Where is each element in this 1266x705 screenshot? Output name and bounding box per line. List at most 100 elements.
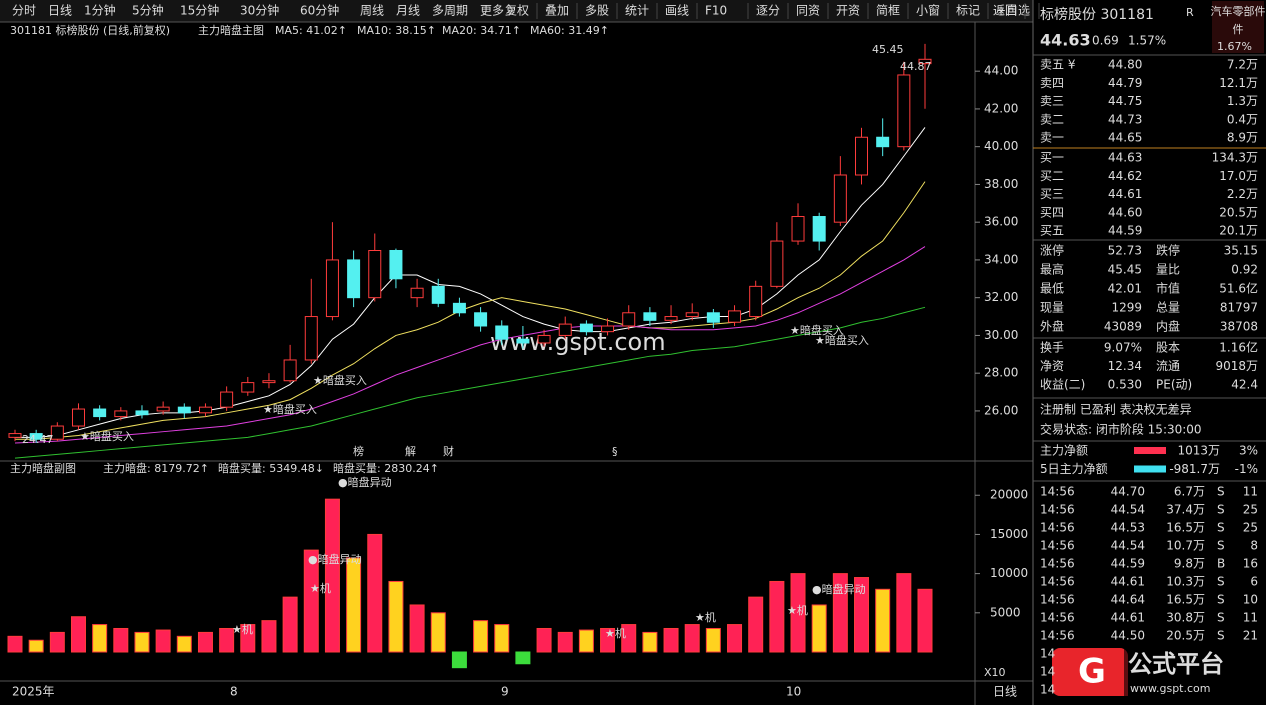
toolbar-button[interactable]: 开资 bbox=[836, 4, 860, 18]
stat-label: 换手 bbox=[1040, 341, 1064, 355]
toolbar-button[interactable]: 小窗 bbox=[916, 4, 940, 18]
volume-bar bbox=[367, 533, 383, 653]
tick-count: 11 bbox=[1243, 611, 1258, 625]
close-label: 44.87 bbox=[900, 60, 932, 73]
event-marker: 解 bbox=[405, 444, 416, 458]
candle-body bbox=[431, 285, 445, 304]
toolbar-button[interactable]: 画线 bbox=[665, 4, 689, 18]
tick-time: 14:56 bbox=[1040, 503, 1075, 517]
volume-bar bbox=[282, 596, 298, 653]
stat-label: PE(动) bbox=[1156, 378, 1192, 392]
tick-volume: 30.8万 bbox=[1166, 611, 1205, 625]
tick-count: 21 bbox=[1243, 629, 1258, 643]
stat-value: 43089 bbox=[1104, 320, 1142, 334]
volume-bar bbox=[7, 635, 23, 653]
low-label: 24.47 bbox=[22, 433, 54, 446]
toolbar-button[interactable]: 同资 bbox=[796, 4, 820, 18]
flow-label: 主力净额 bbox=[1040, 444, 1088, 458]
book-volume: 2.2万 bbox=[1227, 187, 1258, 201]
toolbar-button[interactable]: 多股 bbox=[585, 4, 609, 18]
toolbar-button[interactable]: 叠加 bbox=[545, 4, 569, 18]
tab[interactable]: 多周期 bbox=[432, 4, 468, 18]
volume-bar bbox=[324, 498, 340, 653]
candle-body bbox=[791, 216, 805, 242]
tick-time: 14:56 bbox=[1040, 485, 1075, 499]
toolbar-bg bbox=[0, 0, 1033, 22]
tick-side: S bbox=[1217, 593, 1225, 607]
stat-label: 跌停 bbox=[1156, 243, 1180, 258]
candle-body bbox=[114, 410, 128, 418]
y-tick-label: 34.00 bbox=[984, 252, 1018, 266]
ma-line bbox=[14, 246, 926, 444]
book-label: 买一 bbox=[1040, 151, 1064, 165]
tick-price: 44.54 bbox=[1111, 539, 1145, 553]
tick-price: 44.61 bbox=[1111, 575, 1145, 589]
note: ★机 bbox=[695, 610, 716, 624]
flow-value: -981.7万 bbox=[1169, 462, 1220, 476]
tick-time: 14:56 bbox=[1040, 575, 1075, 589]
volume-bar bbox=[49, 631, 65, 653]
candle-body bbox=[622, 312, 636, 327]
toolbar-button[interactable]: 返回 bbox=[993, 4, 1017, 18]
tick-price: 44.53 bbox=[1111, 521, 1145, 535]
tick-count: 11 bbox=[1243, 485, 1258, 499]
signal: ★暗盘买入 bbox=[263, 402, 317, 416]
x-axis-label: 8 bbox=[230, 685, 238, 699]
toolbar-button[interactable]: 简框 bbox=[876, 4, 900, 18]
book-label: 买二 bbox=[1040, 169, 1064, 183]
candle-body bbox=[29, 433, 43, 440]
tab[interactable]: 5分钟 bbox=[132, 3, 164, 18]
tab[interactable]: 周线 bbox=[360, 4, 384, 18]
volume-bar bbox=[663, 627, 679, 653]
volume-bar bbox=[303, 549, 319, 653]
tab[interactable]: 30分钟 bbox=[240, 3, 279, 18]
signal: ★暗盘买入 bbox=[313, 373, 367, 387]
book-label: 卖三 bbox=[1040, 94, 1064, 108]
book-label: 买三 bbox=[1040, 187, 1064, 201]
candle-body bbox=[177, 406, 191, 414]
y-tick-label: 44.00 bbox=[984, 64, 1018, 78]
candle-body bbox=[283, 359, 297, 382]
tab[interactable]: 分时 bbox=[12, 4, 36, 18]
stat-value: 81797 bbox=[1220, 301, 1258, 315]
candle-body bbox=[8, 433, 22, 438]
tick-side: S bbox=[1217, 503, 1225, 517]
tick-time: 14 bbox=[1040, 665, 1055, 679]
volume-bar bbox=[748, 596, 764, 653]
toolbar-button[interactable]: 逐分 bbox=[756, 4, 780, 18]
candle-body bbox=[812, 216, 826, 242]
tab[interactable]: 日线 bbox=[48, 4, 72, 18]
tick-time: 14:56 bbox=[1040, 539, 1075, 553]
book-price: 44.61 bbox=[1108, 187, 1142, 201]
legend: 主力暗盘主图 bbox=[198, 23, 264, 37]
y-tick-label: 40.00 bbox=[984, 139, 1018, 153]
tab[interactable]: 月线 bbox=[396, 4, 420, 18]
stat-label: 股本 bbox=[1156, 341, 1180, 355]
tick-volume: 9.8万 bbox=[1174, 557, 1205, 571]
tab[interactable]: 15分钟 bbox=[180, 3, 219, 18]
candle-body bbox=[241, 382, 255, 393]
note: ★机 bbox=[787, 603, 808, 617]
tab[interactable]: 更多 〉 bbox=[480, 4, 520, 18]
volume-bar bbox=[600, 627, 616, 653]
toolbar-button[interactable]: F10 bbox=[705, 4, 727, 18]
x-axis-label[interactable]: 日线 bbox=[993, 685, 1017, 699]
book-label: 卖四 bbox=[1040, 76, 1064, 90]
stat-label: 涨停 bbox=[1040, 243, 1064, 258]
candle-body bbox=[876, 136, 890, 148]
legend: MA60: 31.49↑ bbox=[530, 24, 609, 37]
tick-count: 10 bbox=[1243, 593, 1258, 607]
stat-label: 收益(二) bbox=[1040, 378, 1085, 392]
toolbar-button[interactable]: 标记 bbox=[956, 4, 980, 18]
toolbar-button[interactable]: 统计 bbox=[625, 4, 649, 18]
volume-bar bbox=[494, 624, 510, 653]
volume-bar bbox=[684, 624, 700, 653]
volume-bar bbox=[388, 580, 404, 653]
toolbar-button[interactable]: +自选 bbox=[996, 4, 1030, 18]
volume-bar bbox=[875, 588, 891, 653]
ma-line bbox=[15, 181, 926, 440]
legend: MA5: 41.02↑ bbox=[275, 24, 347, 37]
tab[interactable]: 60分钟 bbox=[300, 3, 339, 18]
toolbar-button[interactable]: 复权 bbox=[505, 4, 529, 18]
tab[interactable]: 1分钟 bbox=[84, 3, 116, 18]
